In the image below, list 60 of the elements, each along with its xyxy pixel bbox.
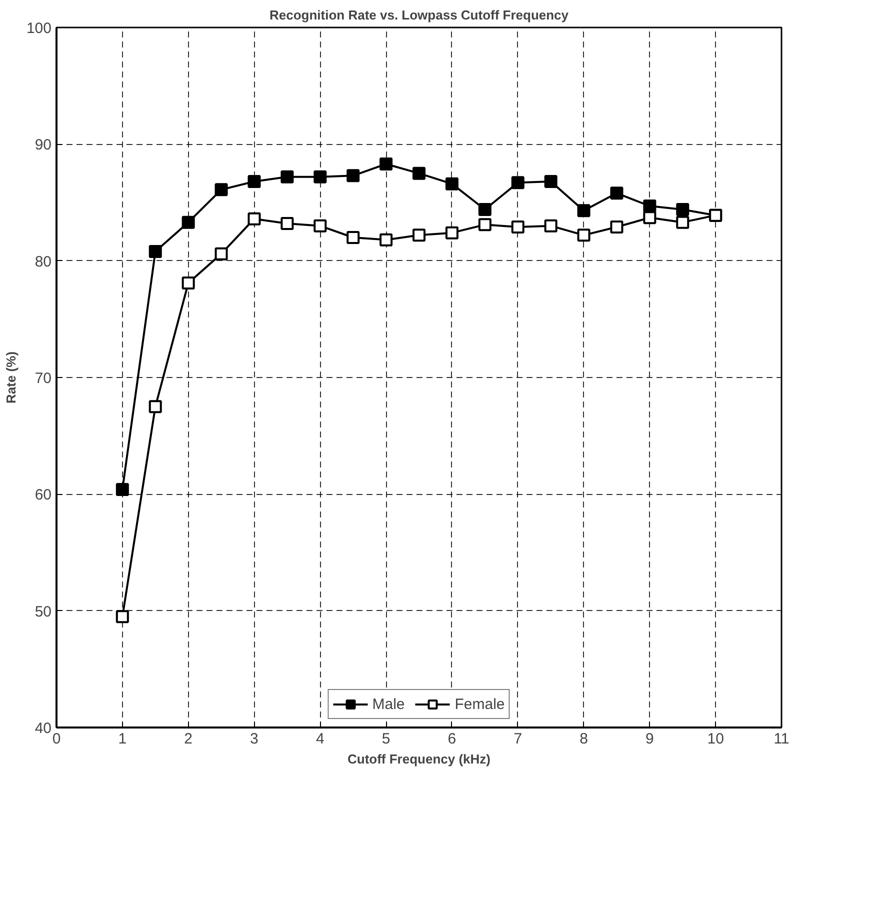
x-tick-label: 9 bbox=[646, 730, 654, 748]
point bbox=[116, 610, 129, 624]
point bbox=[511, 176, 524, 190]
point bbox=[511, 220, 524, 234]
x-tick-label: 2 bbox=[184, 730, 192, 748]
point bbox=[280, 217, 294, 230]
point bbox=[643, 200, 656, 212]
y-tick-label: 50 bbox=[34, 603, 52, 620]
point bbox=[478, 218, 492, 232]
point bbox=[380, 233, 393, 246]
point bbox=[445, 177, 458, 190]
point bbox=[610, 186, 624, 200]
point bbox=[577, 204, 590, 218]
point bbox=[380, 158, 393, 170]
legend-label: Female bbox=[454, 696, 505, 712]
point bbox=[214, 247, 228, 260]
point bbox=[346, 231, 360, 244]
chart-title: Recognition Rate vs. Lowpass Cutoff Frequency bbox=[269, 8, 570, 22]
point bbox=[214, 183, 228, 196]
legend-label: Male bbox=[372, 696, 405, 712]
x-tick-label: 4 bbox=[316, 730, 324, 748]
point bbox=[148, 400, 162, 414]
x-tick-label: 7 bbox=[514, 730, 522, 748]
point bbox=[643, 211, 656, 224]
point bbox=[280, 170, 294, 184]
x-tick-label: 8 bbox=[580, 730, 588, 748]
point bbox=[478, 203, 492, 216]
point bbox=[676, 203, 690, 216]
point bbox=[544, 219, 558, 232]
x-tick-label: 11 bbox=[774, 730, 790, 748]
point bbox=[116, 483, 129, 496]
x-tick-label: 6 bbox=[448, 730, 456, 748]
point bbox=[248, 212, 261, 226]
point bbox=[544, 175, 558, 188]
point bbox=[346, 169, 360, 182]
y-axis-title: Rate (%) bbox=[3, 351, 18, 404]
x-tick-label: 3 bbox=[250, 730, 258, 748]
x-tick-label: 10 bbox=[707, 730, 724, 748]
y-tick-label: 70 bbox=[34, 370, 52, 387]
y-tick-label: 40 bbox=[34, 720, 52, 737]
y-tick-label: 100 bbox=[26, 20, 52, 37]
point bbox=[182, 276, 195, 290]
y-tick-label: 80 bbox=[34, 253, 52, 270]
point bbox=[412, 166, 426, 180]
x-tick-label: 5 bbox=[382, 730, 390, 748]
point bbox=[412, 228, 426, 242]
x-axis-title: Cutoff Frequency (kHz) bbox=[348, 752, 490, 766]
x-tick-label: 1 bbox=[118, 730, 127, 748]
x-tick-label: 0 bbox=[52, 730, 61, 748]
y-tick-label: 90 bbox=[34, 136, 52, 154]
point bbox=[445, 226, 458, 240]
point bbox=[182, 216, 195, 229]
y-tick-label: 60 bbox=[34, 486, 52, 504]
point bbox=[314, 170, 327, 184]
point bbox=[676, 216, 690, 229]
point bbox=[314, 219, 327, 232]
point bbox=[577, 228, 590, 242]
point bbox=[148, 245, 162, 258]
point bbox=[610, 220, 624, 234]
point bbox=[248, 175, 261, 188]
